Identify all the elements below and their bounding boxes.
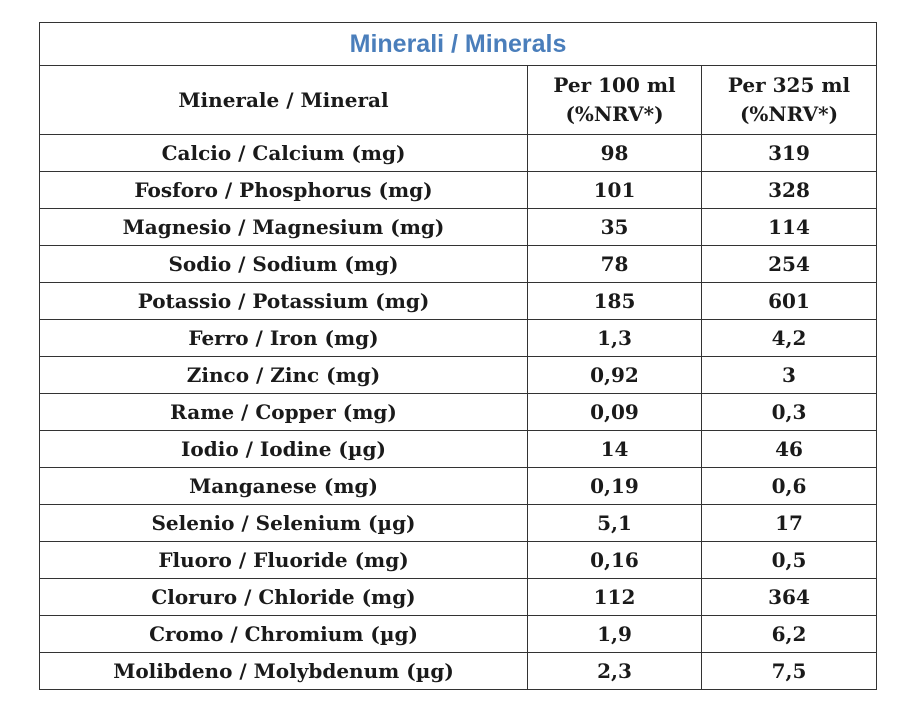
value-cell: 1,9 xyxy=(527,615,702,653)
mineral-name: Potassio / Potassium (mg) xyxy=(39,282,528,320)
value-cell: 101 xyxy=(527,171,702,209)
value-cell: 0,3 xyxy=(700,393,878,431)
mineral-name: Magnesio / Magnesium (mg) xyxy=(39,208,528,246)
value-cell: 0,16 xyxy=(527,541,702,579)
header-line: (%NRV*) xyxy=(739,102,839,126)
mineral-name: Calcio / Calcium (mg) xyxy=(39,134,528,172)
value-cell: 601 xyxy=(700,282,878,320)
mineral-name: Sodio / Sodium (mg) xyxy=(39,245,528,283)
header-line: Per 325 ml xyxy=(727,73,851,97)
data-row: Selenio / Selenium (µg) 5,1 17 xyxy=(39,504,878,542)
data-row: Ferro / Iron (mg) 1,3 4,2 xyxy=(39,319,878,357)
data-row: Molibdeno / Molybdenum (µg) 2,3 7,5 xyxy=(39,652,878,690)
value-cell: 1,3 xyxy=(527,319,702,357)
value-cell: 7,5 xyxy=(700,652,878,690)
value-cell: 4,2 xyxy=(700,319,878,357)
mineral-name: Selenio / Selenium (µg) xyxy=(39,504,528,542)
data-row: Fluoro / Fluoride (mg) 0,16 0,5 xyxy=(39,541,878,579)
data-row: Calcio / Calcium (mg) 98 319 xyxy=(39,134,878,172)
data-row: Sodio / Sodium (mg) 78 254 xyxy=(39,245,878,283)
value-cell: 78 xyxy=(527,245,702,283)
value-cell: 6,2 xyxy=(700,615,878,653)
value-cell: 254 xyxy=(700,245,878,283)
table-title: Minerali / Minerals xyxy=(38,22,878,66)
header-row: Minerale / Mineral Per 100 ml (%NRV*) Per 3… xyxy=(39,65,878,135)
value-cell: 364 xyxy=(700,578,878,616)
data-row: Magnesio / Magnesium (mg) 35 114 xyxy=(39,208,878,246)
value-cell: 319 xyxy=(700,134,878,172)
minerals-table: Minerali / Minerals Minerale / Mineral Pe… xyxy=(38,22,878,690)
mineral-name: Ferro / Iron (mg) xyxy=(39,319,528,357)
mineral-name: Fosforo / Phosphorus (mg) xyxy=(39,171,528,209)
value-cell: 14 xyxy=(527,430,702,468)
data-row: Manganese (mg) 0,19 0,6 xyxy=(39,467,878,505)
data-row: Cloruro / Chloride (mg) 112 364 xyxy=(39,578,878,616)
mineral-name: Zinco / Zinc (mg) xyxy=(39,356,528,394)
table-body: Minerali / Minerals Minerale / Mineral Pe… xyxy=(38,22,878,690)
value-cell: 5,1 xyxy=(527,504,702,542)
data-row: Iodio / Iodine (µg) 14 46 xyxy=(39,430,878,468)
data-row: Fosforo / Phosphorus (mg) 101 328 xyxy=(39,171,878,209)
header-cell: Per 325 ml (%NRV*) xyxy=(700,65,878,135)
value-cell: 98 xyxy=(527,134,702,172)
value-cell: 2,3 xyxy=(527,652,702,690)
data-row: Rame / Copper (mg) 0,09 0,3 xyxy=(39,393,878,431)
data-row: Zinco / Zinc (mg) 0,92 3 xyxy=(39,356,878,394)
value-cell: 0,19 xyxy=(527,467,702,505)
header-cell: Minerale / Mineral xyxy=(39,65,528,135)
header-cell: Per 100 ml (%NRV*) xyxy=(527,65,702,135)
value-cell: 328 xyxy=(700,171,878,209)
header-line: (%NRV*) xyxy=(565,102,664,126)
header-line: Per 100 ml xyxy=(553,73,676,97)
value-cell: 35 xyxy=(527,208,702,246)
value-cell: 185 xyxy=(527,282,702,320)
value-cell: 17 xyxy=(700,504,878,542)
value-cell: 46 xyxy=(700,430,878,468)
data-row: Cromo / Chromium (µg) 1,9 6,2 xyxy=(39,615,878,653)
data-row: Potassio / Potassium (mg) 185 601 xyxy=(39,282,878,320)
mineral-name: Cloruro / Chloride (mg) xyxy=(39,578,528,616)
value-cell: 0,09 xyxy=(527,393,702,431)
value-cell: 0,5 xyxy=(700,541,878,579)
mineral-name: Manganese (mg) xyxy=(39,467,528,505)
mineral-name: Iodio / Iodine (µg) xyxy=(39,430,528,468)
value-cell: 112 xyxy=(527,578,702,616)
title-row: Minerali / Minerals xyxy=(38,22,878,66)
header-line: Minerale / Mineral xyxy=(178,87,389,112)
mineral-name: Rame / Copper (mg) xyxy=(39,393,528,431)
mineral-name: Cromo / Chromium (µg) xyxy=(39,615,528,653)
value-cell: 3 xyxy=(700,356,878,394)
value-cell: 114 xyxy=(700,208,878,246)
value-cell: 0,6 xyxy=(700,467,878,505)
mineral-name: Fluoro / Fluoride (mg) xyxy=(39,541,528,579)
value-cell: 0,92 xyxy=(527,356,702,394)
mineral-name: Molibdeno / Molybdenum (µg) xyxy=(39,652,528,690)
